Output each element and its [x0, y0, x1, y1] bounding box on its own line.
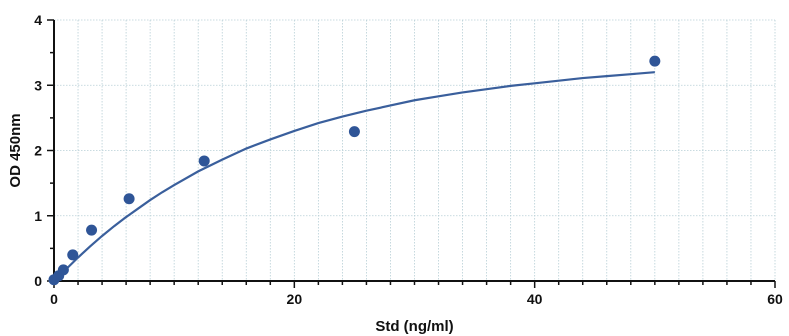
- x-tick-label: 0: [50, 291, 58, 307]
- axes: 0 20 40 60 0 1 2 3 4: [34, 12, 783, 307]
- y-tick-label: 1: [34, 208, 42, 224]
- axis-labels: Std (ng/ml) OD 450nm: [7, 113, 454, 335]
- x-tick-label: 20: [287, 291, 303, 307]
- y-tick-label: 3: [34, 77, 42, 93]
- fit-curve-line: [53, 71, 655, 282]
- y-tick-label: 4: [34, 12, 42, 28]
- data-point: [198, 155, 210, 167]
- data-point: [123, 193, 135, 205]
- y-axis-title: OD 450nm: [7, 113, 24, 187]
- data-point: [348, 126, 360, 138]
- data-points: [48, 55, 661, 286]
- y-tick-label: 2: [34, 143, 42, 159]
- data-point: [86, 224, 98, 236]
- fit-curve: [53, 71, 655, 282]
- y-tick-label: 0: [34, 273, 42, 289]
- x-axis-title: Std (ng/ml): [375, 318, 453, 335]
- grid-lines: [54, 19, 776, 281]
- data-point: [67, 249, 79, 261]
- x-tick-label: 60: [767, 291, 783, 307]
- x-tick-label: 40: [527, 291, 543, 307]
- data-point: [57, 264, 69, 276]
- data-point: [649, 55, 661, 67]
